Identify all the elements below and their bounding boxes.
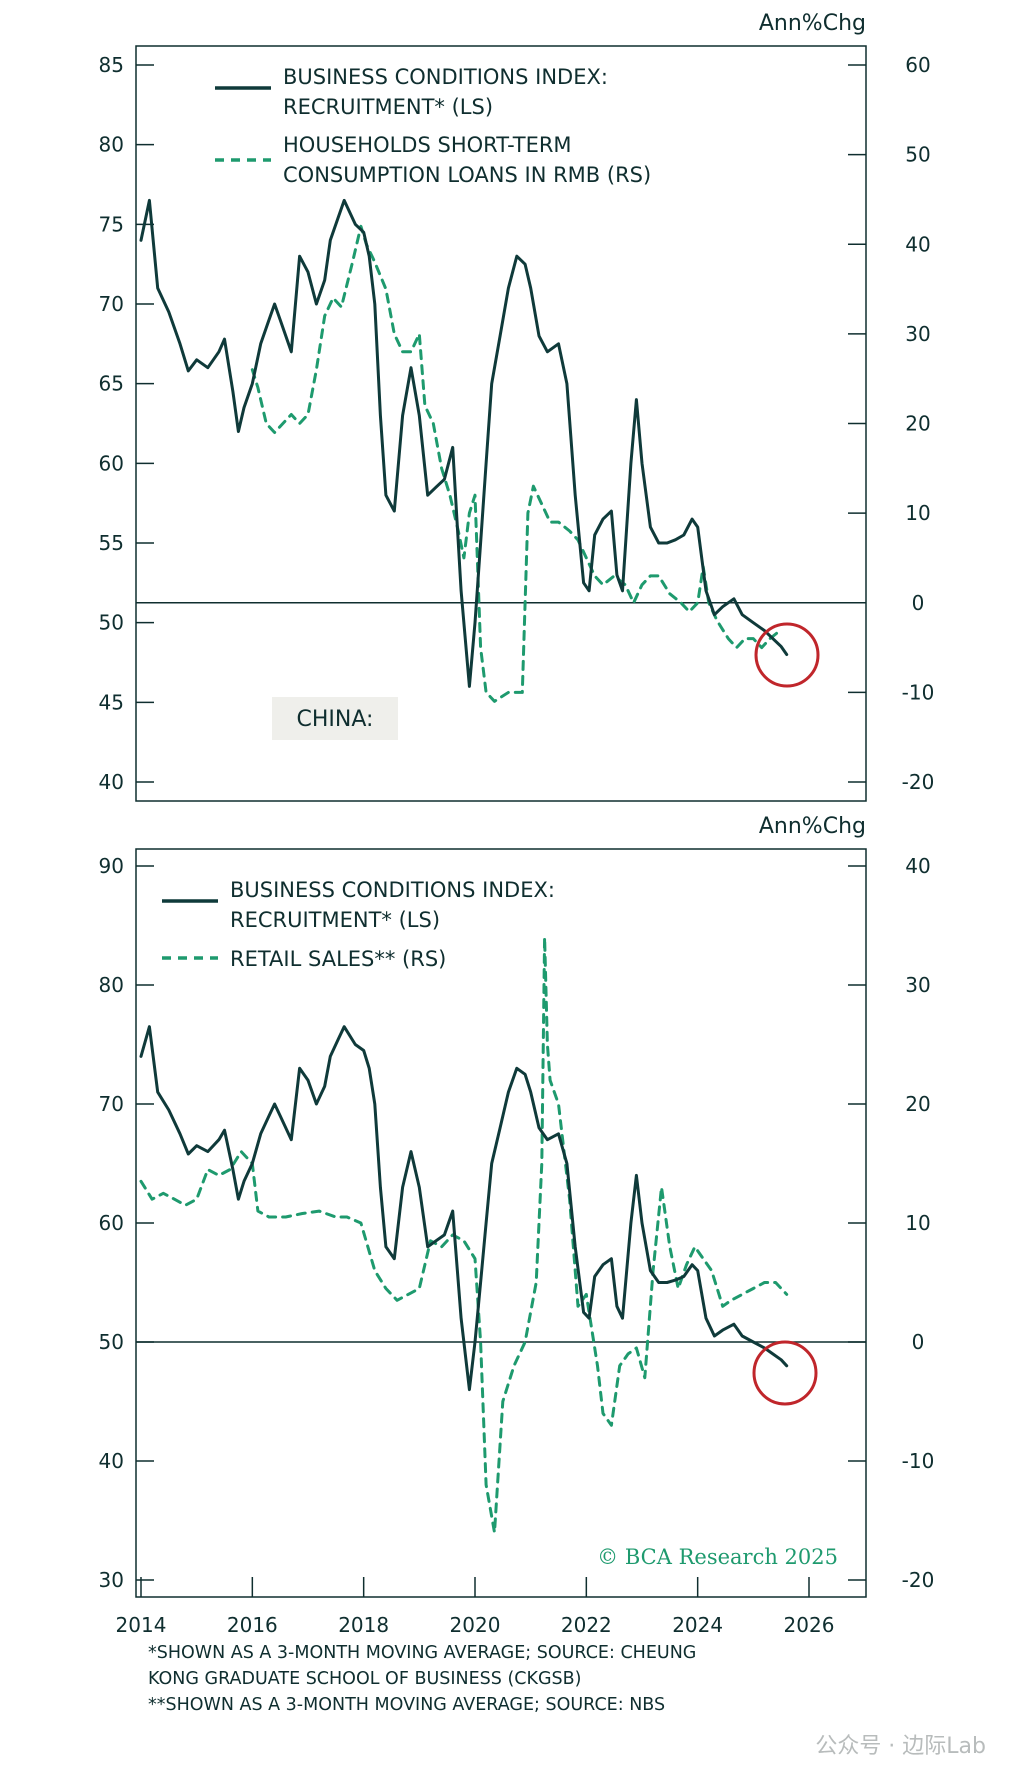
right-tick-label: 0 <box>912 591 925 615</box>
legend-1-label-2: RECRUITMENT* (LS) <box>283 95 493 119</box>
right-tick-label: 40 <box>905 232 930 256</box>
panel-china-loans: Ann%Chg 85 80 75 70 65 60 55 50 45 40 60 50 40 30 20 10… <box>99 11 935 802</box>
left-tick-label: 50 <box>99 1330 124 1354</box>
panel-2-legend: BUSINESS CONDITIONS INDEX: RECRUITMENT* … <box>162 878 555 971</box>
left-tick-label: 70 <box>99 292 124 316</box>
panel-1-legend: BUSINESS CONDITIONS INDEX: RECRUITMENT* … <box>215 65 651 187</box>
footnote-1: *SHOWN AS A 3-MONTH MOVING AVERAGE; SOUR… <box>148 1643 697 1663</box>
panel-1-title: CHINA: <box>297 707 374 732</box>
x-tick-label: 2016 <box>227 1613 278 1637</box>
right-tick-label: -10 <box>902 1449 935 1473</box>
x-tick-label: 2026 <box>784 1613 835 1637</box>
x-tick-label: 2018 <box>338 1613 389 1637</box>
left-tick-label: 45 <box>99 690 124 714</box>
left-tick-label: 60 <box>99 1211 124 1235</box>
china-badge <box>272 697 398 740</box>
left-tick-label: 80 <box>99 133 124 157</box>
left-tick-label: 60 <box>99 451 124 475</box>
legend-2-label-2: CONSUMPTION LOANS IN RMB (RS) <box>283 163 651 187</box>
panel-1-highlight-circle <box>754 622 820 688</box>
footnote-2: KONG GRADUATE SCHOOL OF BUSINESS (CKGSB) <box>148 1669 582 1689</box>
panel-retail-sales: Ann%Chg 90 80 70 60 50 40 30 40 30 20 10 0 -10 -20 BU… <box>99 814 935 1637</box>
legend-1-label: BUSINESS CONDITIONS INDEX: <box>283 65 608 89</box>
x-tick-label: 2024 <box>672 1613 723 1637</box>
left-tick-label: 50 <box>99 611 124 635</box>
left-tick-label: 40 <box>99 1449 124 1473</box>
right-tick-label: 10 <box>905 501 930 525</box>
left-tick-label: 40 <box>99 770 124 794</box>
legend-4-label: RETAIL SALES** (RS) <box>230 947 446 971</box>
x-tick-label: 2020 <box>450 1613 501 1637</box>
watermark-text: 公众号 · 边际Lab <box>815 1734 986 1759</box>
series-recruitment-line <box>139 1025 789 1392</box>
x-tick-label: 2022 <box>561 1613 612 1637</box>
series-recruitment-line <box>139 198 789 688</box>
right-tick-label: 20 <box>905 1092 930 1116</box>
right-tick-label: 30 <box>905 322 930 346</box>
copyright-annotation: © BCA Research 2025 <box>597 1545 838 1569</box>
left-tick-label: 65 <box>99 372 124 396</box>
x-tick-label: 2014 <box>116 1613 167 1637</box>
right-tick-label: 20 <box>905 412 930 436</box>
right-tick-label: -20 <box>902 1568 935 1592</box>
series-rs-dashed-line <box>139 935 789 1534</box>
left-tick-label: 70 <box>99 1092 124 1116</box>
footnote-3: **SHOWN AS A 3-MONTH MOVING AVERAGE; SOU… <box>148 1695 666 1715</box>
legend-3-label-2: RECRUITMENT* (LS) <box>230 908 440 932</box>
panel-1-frame <box>135 45 867 802</box>
right-tick-label: 0 <box>912 1330 925 1354</box>
panel-1-unit-label: Ann%Chg <box>759 11 866 36</box>
right-tick-label: -10 <box>902 680 935 704</box>
left-tick-label: 85 <box>99 53 124 77</box>
right-tick-label: 40 <box>905 854 930 878</box>
legend-2-label: HOUSEHOLDS SHORT-TERM <box>283 133 572 157</box>
right-tick-label: 10 <box>905 1211 930 1235</box>
left-tick-label: 55 <box>99 531 124 555</box>
left-tick-label: 80 <box>99 973 124 997</box>
left-tick-label: 90 <box>99 854 124 878</box>
panel-2-unit-label: Ann%Chg <box>759 814 866 839</box>
left-tick-label: 30 <box>99 1568 124 1592</box>
legend-3-label: BUSINESS CONDITIONS INDEX: <box>230 878 555 902</box>
series-rs-dashed-line <box>250 224 783 703</box>
right-tick-label: 60 <box>905 53 930 77</box>
panel-2-highlight-circle <box>752 1340 818 1406</box>
right-tick-label: 50 <box>905 143 930 167</box>
right-tick-label: 30 <box>905 973 930 997</box>
left-tick-label: 75 <box>99 212 124 236</box>
right-tick-label: -20 <box>902 770 935 794</box>
